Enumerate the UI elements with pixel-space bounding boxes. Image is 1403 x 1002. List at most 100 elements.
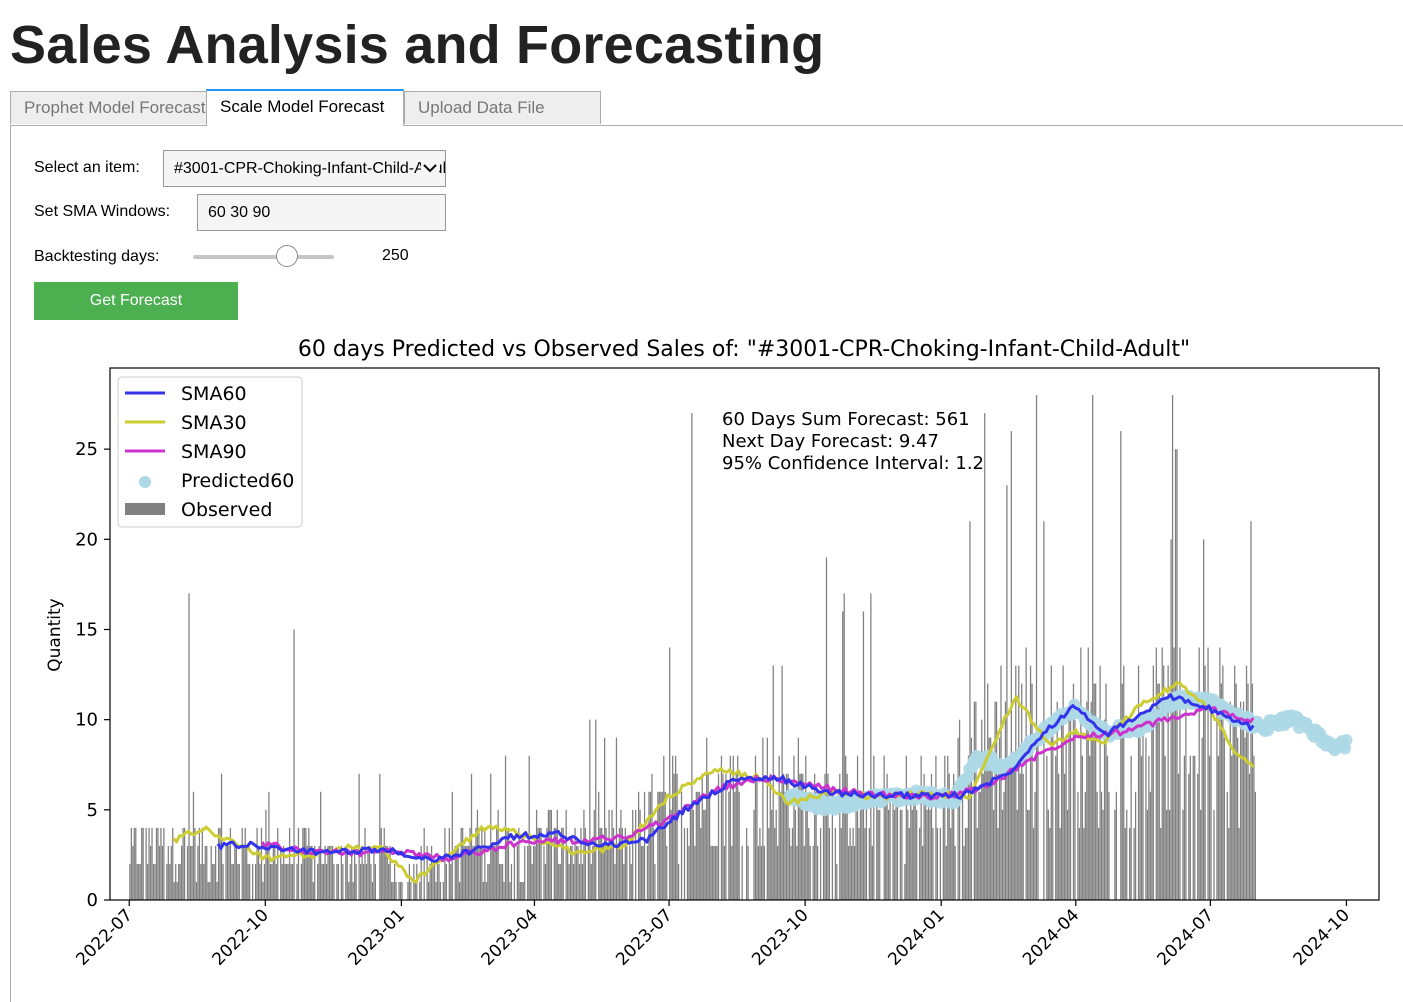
slider-handle[interactable]: [276, 245, 299, 267]
observed-bar: [438, 863, 440, 900]
observed-bar: [179, 863, 181, 900]
observed-bar: [464, 845, 467, 900]
y-tick-label: 25: [75, 439, 98, 460]
observed-bar: [568, 863, 570, 900]
observed-bar: [371, 881, 374, 900]
observed-bar: [845, 755, 847, 900]
observed-bar: [145, 827, 147, 900]
observed-bar: [314, 845, 316, 900]
observed-bar: [213, 863, 215, 900]
observed-bar: [763, 845, 765, 900]
observed-bar: [711, 845, 714, 900]
observed-bar: [998, 737, 1001, 900]
observed-bar: [658, 791, 660, 900]
observed-bar: [846, 773, 848, 900]
chart-title: 60 days Predicted vs Observed Sales of: …: [298, 337, 1190, 362]
observed-bar: [246, 845, 248, 900]
observed-bar: [602, 845, 604, 900]
observed-bar: [706, 737, 708, 900]
observed-bar: [1222, 665, 1224, 900]
observed-bar: [757, 845, 760, 900]
observed-bar: [1058, 773, 1060, 900]
observed-bar: [210, 845, 212, 900]
observed-bar: [288, 827, 291, 900]
observed-bar: [359, 863, 362, 900]
observed-bar: [269, 863, 271, 900]
tab-scale-model-forecast[interactable]: Scale Model Forecast: [206, 89, 404, 126]
observed-bar: [571, 845, 573, 900]
observed-bar: [697, 791, 699, 900]
observed-bar: [893, 809, 896, 900]
observed-bar: [433, 863, 436, 900]
observed-bar: [819, 827, 822, 900]
observed-bar: [816, 845, 819, 900]
observed-bar: [639, 809, 641, 900]
observed-bar: [788, 827, 791, 900]
observed-bar: [877, 809, 879, 900]
observed-bar: [806, 809, 808, 900]
observed-bar: [1203, 539, 1205, 900]
observed-bar: [756, 773, 758, 900]
observed-bar: [510, 863, 513, 900]
observed-bar: [203, 863, 205, 900]
observed-bar: [154, 863, 156, 900]
get-forecast-button[interactable]: Get Forecast: [34, 282, 238, 320]
observed-bar: [472, 845, 474, 900]
observed-bar: [300, 863, 303, 900]
observed-bar: [887, 809, 890, 900]
observed-bar: [215, 845, 217, 900]
observed-bar: [498, 863, 501, 900]
backtesting-days-slider[interactable]: [193, 255, 334, 259]
observed-bar: [1213, 809, 1215, 900]
observed-bar: [581, 863, 584, 900]
observed-bar: [728, 791, 730, 900]
observed-bar: [1192, 755, 1194, 900]
observed-bar: [352, 881, 354, 900]
observed-bar: [731, 845, 733, 900]
observed-bar: [924, 791, 927, 900]
observed-bar: [1133, 827, 1135, 900]
observed-bar: [189, 845, 192, 900]
observed-bar: [435, 881, 437, 900]
observed-bar: [657, 791, 659, 900]
tab-upload-data-file[interactable]: Upload Data File: [404, 91, 601, 124]
observed-bar: [834, 827, 836, 900]
observed-bar: [328, 845, 331, 900]
observed-bar: [587, 845, 589, 900]
observed-bar: [759, 827, 761, 900]
observed-bar: [710, 845, 712, 900]
observed-bar: [333, 863, 335, 900]
item-select[interactable]: #3001-CPR-Choking-Infant-Child-Adult: [163, 150, 446, 187]
observed-bar: [778, 755, 780, 900]
x-tick-label: 2023-07: [612, 905, 676, 969]
observed-bar: [661, 791, 663, 900]
observed-bar: [401, 881, 403, 900]
observed-bar: [382, 845, 384, 900]
x-tick-label: 2024-10: [1290, 905, 1354, 969]
observed-bar: [459, 881, 461, 900]
observed-bar: [803, 845, 805, 900]
observed-bar: [1049, 827, 1051, 900]
observed-bar: [528, 755, 530, 900]
observed-bar: [886, 773, 888, 900]
observed-bar: [1223, 737, 1225, 900]
observed-bar: [259, 863, 261, 900]
observed-bar: [669, 647, 671, 900]
observed-bar: [176, 881, 178, 900]
observed-bar: [410, 881, 412, 900]
observed-bar: [1026, 809, 1029, 900]
sma-windows-input[interactable]: 60 30 90: [197, 194, 446, 231]
observed-bar: [1189, 755, 1191, 900]
item-select-label: Select an item:: [34, 159, 140, 176]
tab-prophet-model-forecast[interactable]: Prophet Model Forecast: [10, 91, 207, 124]
observed-bar: [1242, 701, 1245, 900]
observed-bar: [1228, 827, 1230, 900]
observed-bar: [256, 827, 258, 900]
observed-bar: [704, 809, 706, 900]
observed-bar: [220, 773, 223, 900]
observed-bar: [1145, 737, 1147, 900]
observed-bar: [432, 863, 434, 900]
observed-bar: [787, 773, 789, 900]
observed-bar: [457, 845, 459, 900]
observed-bar: [148, 827, 150, 900]
